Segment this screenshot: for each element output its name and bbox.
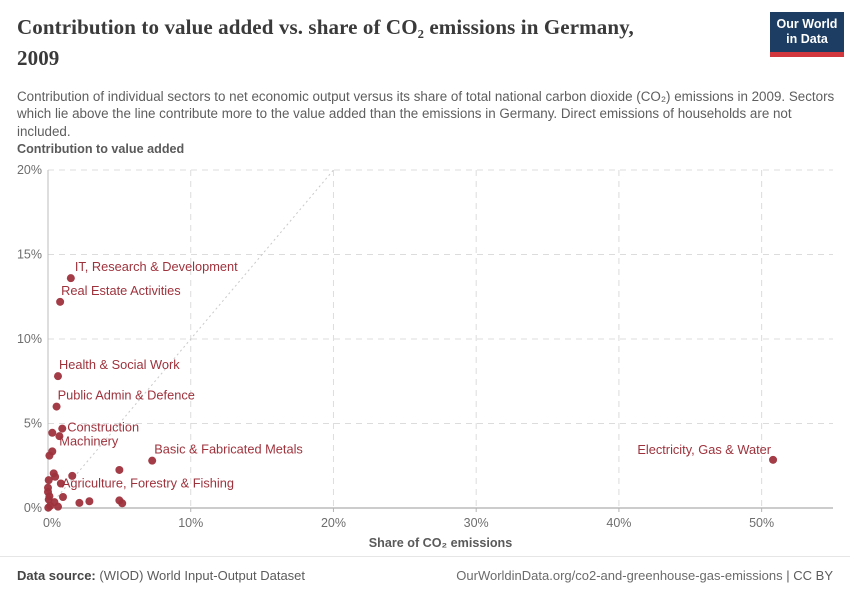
point-label: Agriculture, Forestry & Fishing (62, 475, 234, 490)
x-axis-title: Share of CO₂ emissions (368, 536, 513, 550)
data-point[interactable] (148, 456, 157, 465)
data-point[interactable] (58, 424, 67, 433)
x-tick-label: 40% (606, 516, 631, 530)
data-point[interactable] (85, 497, 94, 506)
y-tick-label: 15% (17, 248, 42, 262)
y-tick-label: 0% (24, 501, 42, 515)
diagonal-parity-line (47, 169, 334, 509)
data-point[interactable] (53, 502, 62, 511)
point-label: Real Estate Activities (61, 283, 181, 298)
point-label: Health & Social Work (59, 357, 180, 372)
data-point[interactable] (115, 465, 124, 474)
footer-divider (0, 556, 850, 557)
data-point[interactable] (44, 476, 53, 485)
license-text: | CC BY (782, 568, 833, 583)
x-tick-label: 20% (321, 516, 346, 530)
point-label: Basic & Fabricated Metals (154, 442, 303, 457)
data-point[interactable] (68, 471, 77, 480)
data-source: Data source: (WIOD) World Input-Output D… (17, 568, 305, 583)
data-source-label: Data source: (17, 568, 96, 583)
title-line-1: Contribution to value added vs. share of… (17, 15, 634, 39)
chart-subtitle: Contribution of individual sectors to ne… (17, 89, 835, 139)
point-label: IT, Research & Development (75, 259, 238, 274)
data-source-value: (WIOD) World Input-Output Dataset (95, 568, 306, 583)
license-note: OurWorldinData.org/co2-and-greenhouse-ga… (456, 568, 833, 583)
owid-logo-line-1: Our World (776, 17, 838, 31)
data-point[interactable] (56, 479, 65, 488)
data-point[interactable] (48, 428, 57, 437)
data-point[interactable] (44, 503, 53, 512)
y-tick-label: 5% (24, 417, 42, 431)
data-point[interactable] (769, 455, 778, 464)
title-line-2: 2009 (17, 46, 60, 70)
data-point[interactable] (45, 451, 54, 460)
data-point[interactable] (55, 432, 64, 441)
data-point[interactable] (58, 493, 67, 502)
x-tick-label: 30% (464, 516, 489, 530)
data-point[interactable] (45, 492, 54, 501)
owid-link[interactable]: OurWorldinData.org/co2-and-greenhouse-ga… (456, 568, 783, 583)
y-tick-label: 10% (17, 332, 42, 346)
data-point[interactable] (51, 472, 60, 481)
owid-logo[interactable]: Our World in Data (770, 12, 844, 57)
x-tick-label: 10% (178, 516, 203, 530)
y-tick-label: 20% (17, 163, 42, 177)
x-tick-label: 50% (749, 516, 774, 530)
page-title: Contribution to value added vs. share of… (17, 12, 762, 74)
data-point[interactable] (75, 498, 84, 507)
footer: Data source: (WIOD) World Input-Output D… (17, 568, 833, 583)
x-tick-label: 0% (43, 516, 61, 530)
data-point[interactable] (56, 297, 65, 306)
data-point[interactable] (52, 402, 61, 411)
point-label: Machinery (59, 433, 119, 448)
data-point[interactable] (53, 372, 62, 381)
owid-logo-line-2: in Data (786, 32, 828, 46)
point-label: Electricity, Gas & Water (637, 442, 771, 457)
point-label: Public Admin & Defence (58, 388, 195, 403)
y-axis-title: Contribution to value added (17, 142, 185, 156)
point-label: Construction (67, 420, 139, 435)
data-point[interactable] (118, 499, 127, 508)
data-point[interactable] (66, 274, 75, 283)
